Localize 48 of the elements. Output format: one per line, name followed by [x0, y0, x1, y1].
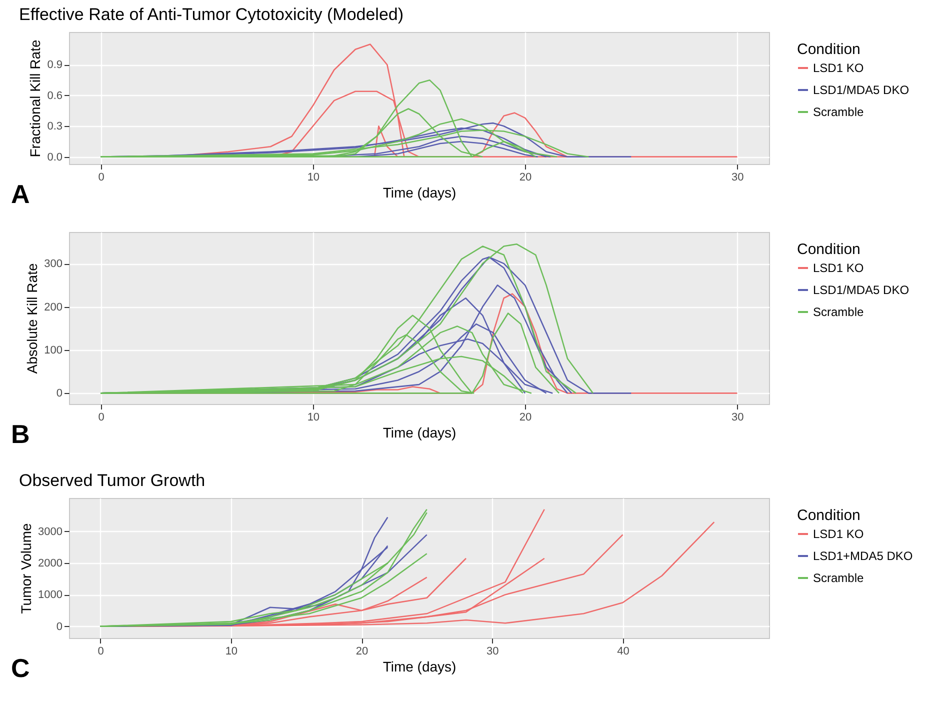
y-axis-title: Fractional Kill Rate — [27, 40, 44, 158]
legend-title: Condition — [797, 241, 860, 258]
legend-label: Scramble — [813, 105, 864, 119]
x-tick-label: 0 — [98, 646, 104, 658]
x-tick-label: 30 — [732, 172, 744, 184]
legend-label: LSD1/MDA5 DKO — [813, 283, 910, 297]
chart-title: Effective Rate of Anti-Tumor Cytotoxicity (Modeled) — [19, 5, 404, 24]
x-tick-label: 20 — [519, 412, 532, 424]
y-tick-label: 100 — [44, 344, 62, 356]
y-tick-label: 0.9 — [47, 59, 62, 72]
y-tick-label: 200 — [44, 301, 62, 314]
x-tick-label: 10 — [307, 412, 320, 424]
x-tick-label: 20 — [519, 172, 532, 184]
x-tick-label: 30 — [732, 412, 744, 424]
y-tick-label: 0.3 — [47, 120, 62, 133]
y-tick-label: 3000 — [38, 526, 62, 538]
legend-label: LSD1 KO — [813, 261, 864, 275]
y-tick-label: 2000 — [38, 558, 62, 570]
legend-label: Scramble — [813, 305, 864, 319]
y-tick-label: 0 — [56, 620, 62, 633]
x-axis-title: Time (days) — [382, 184, 456, 200]
x-tick-label: 30 — [486, 646, 499, 658]
legend-label: LSD1+MDA5 DKO — [813, 549, 913, 563]
y-axis-title: Tumor Volume — [18, 523, 34, 614]
x-tick-label: 10 — [307, 172, 320, 184]
text: A — [11, 179, 30, 209]
x-axis-title: Time (days) — [382, 424, 456, 440]
legend-label: LSD1/MDA5 DKO — [813, 83, 910, 97]
x-tick-label: 10 — [225, 646, 238, 658]
x-tick-label: 20 — [356, 646, 368, 658]
text: C — [11, 653, 30, 683]
y-tick-label: 0 — [56, 388, 62, 400]
y-tick-label: 0.6 — [47, 90, 62, 102]
legend-title: Condition — [797, 41, 860, 58]
legend-label: LSD1 KO — [813, 61, 864, 75]
y-tick-label: 1000 — [38, 589, 62, 602]
x-tick-label: 0 — [98, 172, 104, 184]
x-axis-title: Time (days) — [382, 658, 456, 674]
x-tick-label: 40 — [617, 646, 630, 658]
legend-label: Scramble — [813, 571, 864, 585]
y-tick-label: 300 — [44, 258, 62, 270]
legend-title: Condition — [797, 507, 860, 524]
legend-label: LSD1 KO — [813, 527, 864, 541]
x-tick-label: 0 — [98, 412, 104, 424]
y-axis-title: Absolute Kill Rate — [24, 263, 40, 374]
text: B — [11, 419, 30, 449]
y-tick-label: 0.0 — [47, 151, 62, 164]
chart-title: Observed Tumor Growth — [19, 471, 206, 490]
